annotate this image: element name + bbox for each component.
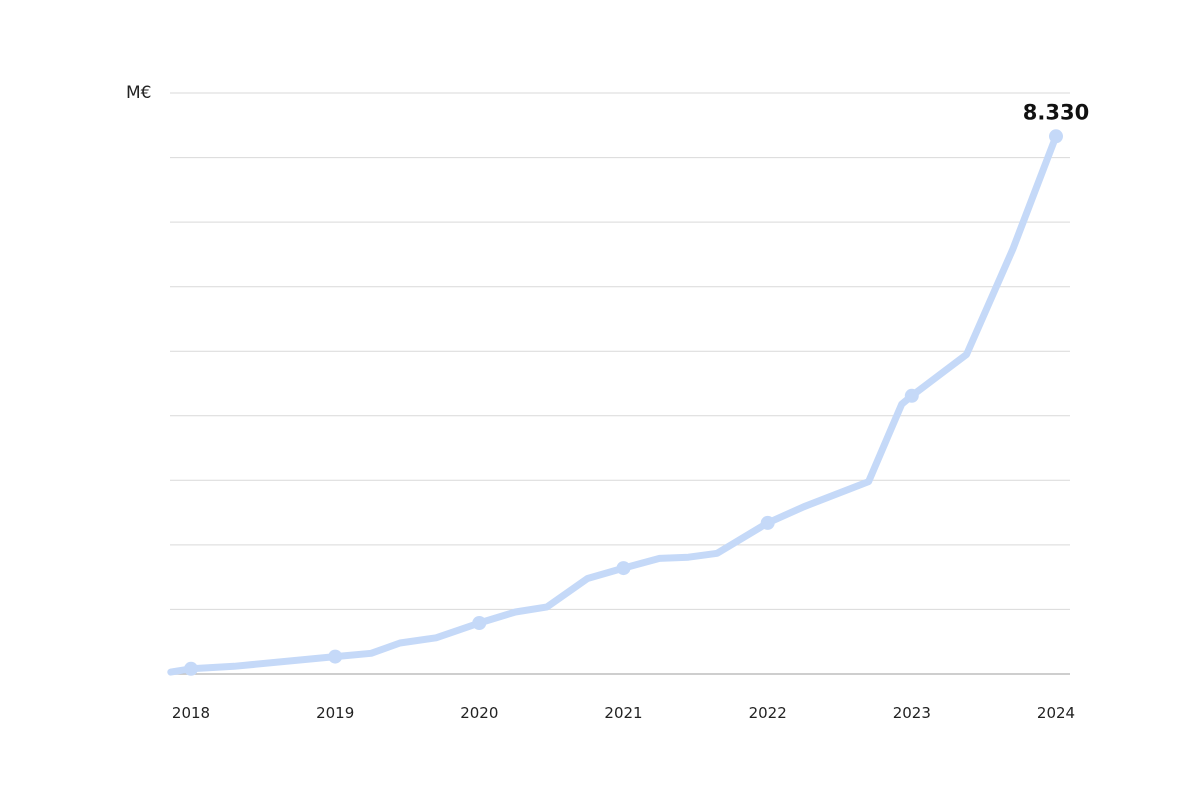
data-point-marker bbox=[904, 388, 919, 403]
series-layer bbox=[167, 129, 1063, 676]
last-value-label: 8.330 bbox=[1023, 100, 1089, 124]
x-tick-label: 2022 bbox=[749, 704, 787, 722]
x-tick-label: 2019 bbox=[316, 704, 354, 722]
data-point-marker bbox=[328, 649, 343, 664]
x-tick-label: 2024 bbox=[1037, 704, 1075, 722]
data-point-marker bbox=[760, 515, 775, 530]
y-axis-unit-label: M€ bbox=[126, 83, 151, 103]
data-point-marker bbox=[472, 616, 487, 630]
x-tick-label: 2023 bbox=[893, 704, 931, 722]
data-point-marker bbox=[1049, 129, 1063, 144]
data-point-marker bbox=[616, 561, 631, 576]
gridlines bbox=[170, 92, 1070, 610]
series-line bbox=[167, 132, 1060, 676]
data-point-marker bbox=[184, 661, 198, 676]
x-tick-label: 2021 bbox=[604, 704, 642, 722]
x-axis-tick-labels: 2018 2019 2020 2021 2022 2023 2024 bbox=[172, 704, 1075, 722]
x-tick-label: 2020 bbox=[460, 704, 498, 722]
x-tick-label: 2018 bbox=[172, 704, 210, 722]
